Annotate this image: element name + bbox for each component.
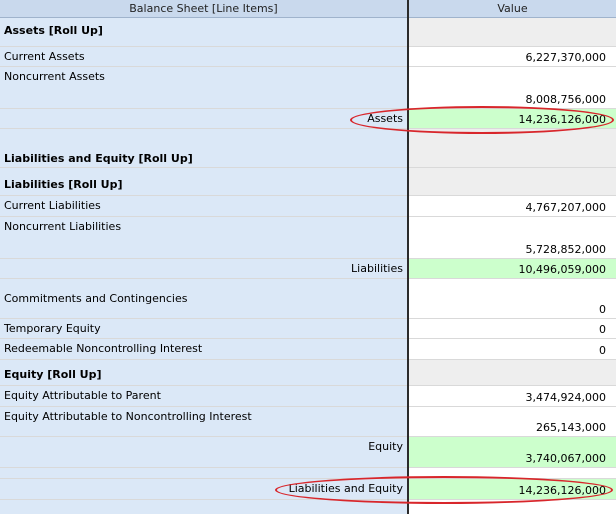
column-divider[interactable] [407,0,409,514]
row-value: 265,143,000 [536,421,606,434]
row-value: 4,767,207,000 [525,201,606,214]
table-row-equity-parent: Equity Attributable to Parent 3,474,924,… [0,386,616,407]
row-value: 14,236,126,000 [518,113,606,126]
table-row-liabilities-total: Liabilities 10,496,059,000 [0,259,616,279]
table-row-commitments: Commitments and Contingencies 0 [0,279,616,319]
row-label: Liabilities and Equity [288,482,403,495]
row-value: 6,227,370,000 [525,51,606,64]
table-row-bottom [0,500,616,514]
row-label: Assets [367,112,403,125]
row-value: 0 [599,323,606,336]
table-row-current-liabilities: Current Liabilities 4,767,207,000 [0,196,616,217]
row-value: 3,474,924,000 [525,391,606,404]
table-row-equity-rollup: Equity [Roll Up] [0,360,616,386]
table-row-temporary-equity: Temporary Equity 0 [0,319,616,339]
row-label: Noncurrent Liabilities [4,220,122,233]
table-row-noncurrent-assets: Noncurrent Assets 8,008,756,000 [0,67,616,109]
table-row-spacer [0,468,616,479]
table-row-liabilities-equity-rollup: Liabilities and Equity [Roll Up] [0,129,616,168]
table-row-noncurrent-liabilities: Noncurrent Liabilities 5,728,852,000 [0,217,616,259]
row-label: Redeemable Noncontrolling Interest [4,342,203,355]
row-value: 14,236,126,000 [518,484,606,497]
column-header-value[interactable]: Value [409,0,616,18]
row-label: Current Liabilities [4,199,101,212]
row-label: Temporary Equity [4,322,101,335]
row-value: 3,740,067,000 [525,452,606,465]
row-value: 0 [599,344,606,357]
table-row-equity-total: Equity 3,740,067,000 [0,437,616,468]
row-value: 5,728,852,000 [525,243,606,256]
table-row-assets-total: Assets 14,236,126,000 [0,109,616,129]
row-label: Liabilities and Equity [Roll Up] [4,152,193,165]
column-header-line-items[interactable]: Balance Sheet [Line Items] [0,0,407,18]
table-row-liabilities-rollup: Liabilities [Roll Up] [0,168,616,196]
row-label: Current Assets [4,50,85,63]
table-row-current-assets: Current Assets 6,227,370,000 [0,47,616,67]
row-label: Equity Attributable to Noncontrolling In… [4,410,252,423]
row-value: 8,008,756,000 [525,93,606,106]
row-label: Liabilities [351,262,403,275]
table-row-assets-rollup: Assets [Roll Up] [0,18,616,47]
row-label: Equity [368,440,403,453]
row-label: Commitments and Contingencies [4,292,188,305]
row-label: Equity Attributable to Parent [4,389,161,402]
row-label: Liabilities [Roll Up] [4,178,123,191]
table-row-redeemable-nci: Redeemable Noncontrolling Interest 0 [0,339,616,360]
row-label: Noncurrent Assets [4,70,105,83]
table-row-equity-nci: Equity Attributable to Noncontrolling In… [0,407,616,437]
table-row-liabilities-equity-total: Liabilities and Equity 14,236,126,000 [0,479,616,500]
row-label: Equity [Roll Up] [4,368,102,381]
row-label: Assets [Roll Up] [4,24,103,37]
row-value: 0 [599,303,606,316]
row-value: 10,496,059,000 [518,263,606,276]
